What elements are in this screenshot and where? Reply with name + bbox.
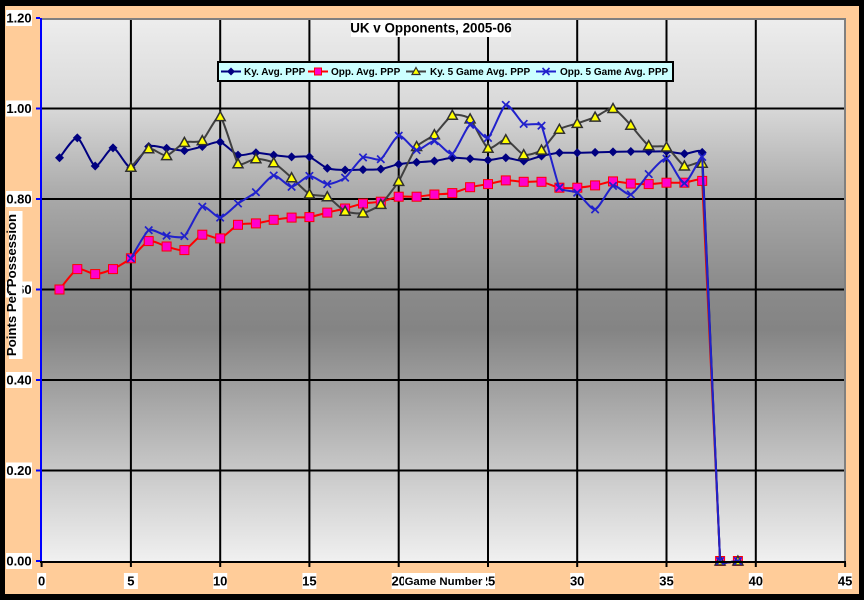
- svg-text:10: 10: [213, 574, 227, 589]
- svg-text:0.40: 0.40: [6, 373, 31, 388]
- svg-text:Ky. 5 Game Avg. PPP: Ky. 5 Game Avg. PPP: [430, 67, 531, 78]
- svg-text:Ky. Avg. PPP: Ky. Avg. PPP: [244, 67, 306, 78]
- svg-text:35: 35: [659, 574, 673, 589]
- svg-text:30: 30: [570, 574, 584, 589]
- svg-text:0.80: 0.80: [6, 192, 31, 207]
- svg-text:Game Number: Game Number: [405, 576, 483, 588]
- svg-text:Points Per Possession: Points Per Possession: [4, 214, 19, 356]
- svg-text:5: 5: [127, 574, 134, 589]
- svg-text:Opp. 5 Game Avg. PPP: Opp. 5 Game Avg. PPP: [560, 67, 669, 78]
- svg-text:0.00: 0.00: [6, 554, 31, 569]
- svg-text:45: 45: [838, 574, 852, 589]
- svg-text:0: 0: [38, 574, 45, 589]
- svg-text:15: 15: [302, 574, 316, 589]
- svg-text:1.00: 1.00: [6, 101, 31, 116]
- svg-text:Opp. Avg. PPP: Opp. Avg. PPP: [331, 67, 401, 78]
- svg-text:0.20: 0.20: [6, 463, 31, 478]
- svg-text:40: 40: [749, 574, 763, 589]
- svg-text:UK v Opponents, 2005-06: UK v Opponents, 2005-06: [350, 21, 511, 36]
- svg-text:1.20: 1.20: [6, 11, 31, 26]
- svg-text:20: 20: [391, 574, 405, 589]
